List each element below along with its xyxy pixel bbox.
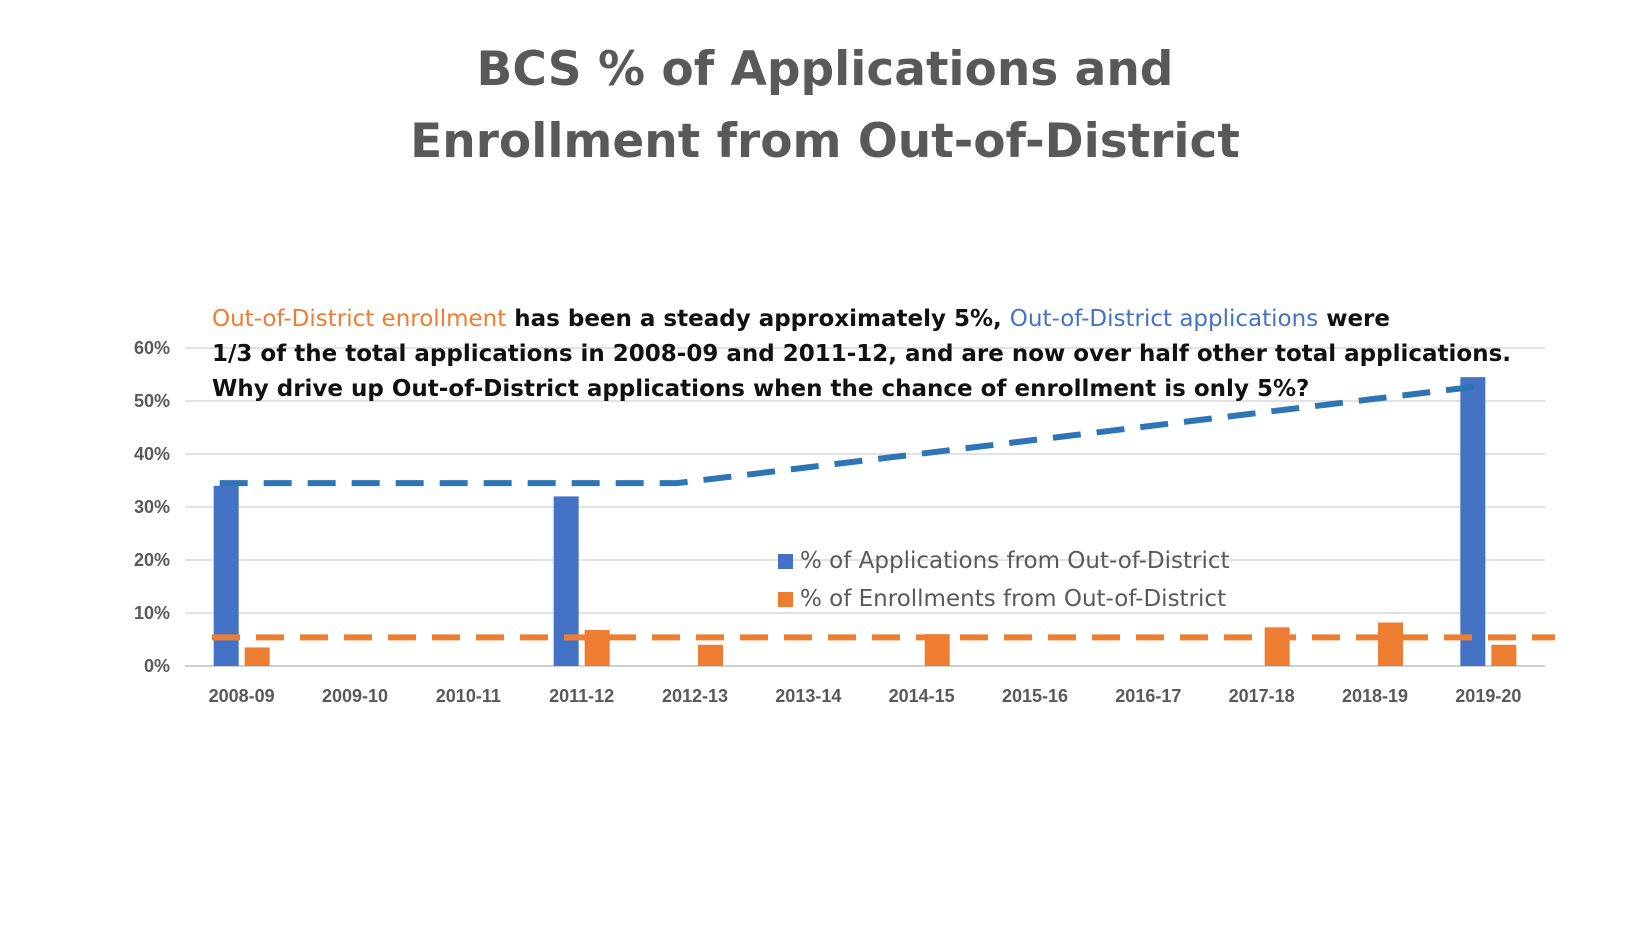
legend-label: % of Enrollments from Out-of-District (800, 586, 1226, 612)
x-tick-label: 2013-14 (775, 686, 841, 706)
enrollment-bar (1378, 622, 1403, 666)
y-tick-label: 40% (134, 444, 170, 464)
annotation-line-3: Why drive up Out-of-District application… (212, 376, 1310, 402)
enrollment-bar (698, 644, 723, 666)
y-tick-label: 60% (134, 338, 170, 358)
enrollment-bar (244, 647, 270, 666)
x-tick-label: 2017-18 (1229, 686, 1295, 706)
x-tick-label: 2011-12 (549, 686, 614, 706)
x-tick-label: 2009-10 (322, 686, 388, 706)
enrollment-bar (1491, 644, 1517, 666)
x-tick-label: 2010-11 (436, 686, 501, 706)
applications-bar (1460, 377, 1486, 666)
x-tick-label: 2014-15 (889, 686, 955, 706)
legend-swatch (778, 592, 793, 607)
legend-swatch (778, 554, 793, 569)
annotation-applications-phrase: Out-of-District applications (1009, 306, 1319, 332)
x-tick-label: 2019-20 (1455, 686, 1521, 706)
x-tick-label: 2012-13 (662, 686, 728, 706)
chart-title-line-1: BCS % of Applications and (476, 42, 1174, 97)
chart-title-line-2: Enrollment from Out-of-District (410, 114, 1240, 169)
y-tick-label: 20% (134, 550, 170, 570)
x-tick-label: 2016-17 (1115, 686, 1181, 706)
legend-label: % of Applications from Out-of-District (800, 548, 1230, 574)
chart-annotation: Out-of-District enrollment has been a st… (212, 302, 1512, 407)
applications-bar (553, 496, 579, 666)
annotation-line-1: Out-of-District enrollment has been a st… (212, 302, 1492, 337)
y-tick-label: 50% (134, 391, 170, 411)
annotation-line-2: 1/3 of the total applications in 2008-09… (212, 341, 1512, 367)
x-tick-label: 2008-09 (209, 686, 275, 706)
x-tick-label: 2015-16 (1002, 686, 1068, 706)
annotation-line-1-end: were (1318, 306, 1390, 332)
y-tick-label: 30% (134, 497, 170, 517)
y-tick-label: 10% (134, 603, 170, 623)
applications-trend-line (219, 382, 1489, 487)
annotation-enrollment-phrase: Out-of-District enrollment (212, 306, 507, 332)
chart-title: BCS % of Applications and Enrollment fro… (0, 34, 1650, 178)
enrollment-bar (1264, 627, 1290, 666)
x-tick-label: 2018-19 (1342, 686, 1408, 706)
y-tick-label: 0% (144, 656, 170, 676)
annotation-line-1-middle: has been a steady approximately 5%, (506, 306, 1010, 332)
